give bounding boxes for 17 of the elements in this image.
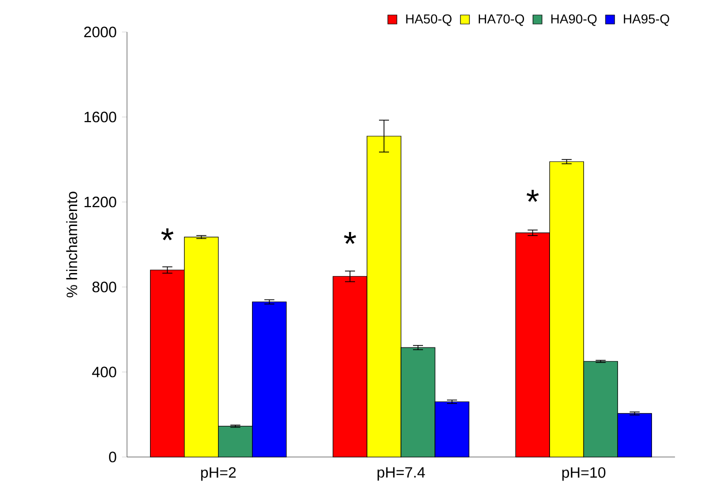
y-tick-label: 400 (92, 366, 116, 378)
annotation: * (526, 190, 539, 202)
legend-label: HA90-Q (551, 14, 597, 26)
legend-label: HA50-Q (406, 14, 452, 26)
y-axis-title: % hinchamiento (66, 192, 78, 298)
x-tick-label: pH=10 (562, 467, 606, 481)
x-tick-label: pH=7.4 (378, 467, 425, 481)
x-tick-label: pH=2 (201, 467, 236, 481)
y-tick-label: 0 (109, 452, 116, 462)
y-tick-label: 1600 (84, 112, 116, 122)
y-tick-label: 1200 (84, 196, 116, 208)
legend-label: HA70-Q (478, 14, 524, 26)
y-tick-label: 800 (92, 282, 116, 292)
legend-label: HA95-Q (624, 14, 670, 26)
annotation: * (344, 232, 356, 244)
y-tick-label: 2000 (84, 26, 116, 38)
annotation: * (161, 228, 174, 240)
